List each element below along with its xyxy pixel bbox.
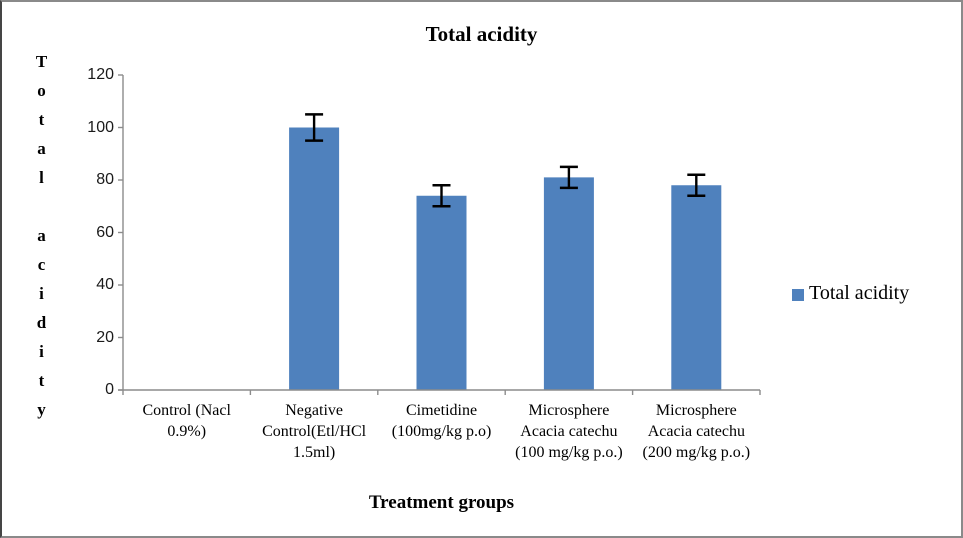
- chart-title: Total acidity: [425, 22, 538, 46]
- x-axis-title: Treatment groups: [368, 492, 515, 513]
- y-tick-label: 80: [96, 171, 114, 188]
- y-tick-label: 60: [96, 223, 114, 241]
- y-axis-title: Total acidity: [32, 52, 51, 429]
- bar: [671, 185, 722, 390]
- legend-label: Total acidity: [809, 282, 910, 304]
- category-label: Control (Nacl 0.9%): [142, 402, 231, 440]
- category-labels: Control (Nacl 0.9%) Negative Control(Etl/…: [123, 400, 760, 463]
- legend: Total acidity: [792, 282, 909, 305]
- bar: [289, 127, 340, 390]
- y-tick-label: 100: [87, 118, 114, 136]
- y-tick-label: 0: [105, 381, 114, 398]
- category-label: Negative Control(Etl/HCl 1.5ml): [262, 402, 367, 461]
- category-label: Cimetidine (100mg/kg p.o): [391, 402, 492, 440]
- category-label: Microsphere Acacia catechu (200 mg/kg p.…: [642, 402, 751, 461]
- bar: [416, 195, 467, 390]
- y-tick-label: 40: [96, 276, 114, 293]
- category-label: Microsphere Acacia catechu (100 mg/kg p.…: [515, 402, 623, 461]
- bar: [543, 177, 594, 390]
- y-tick-label: 120: [87, 66, 114, 83]
- y-tick-label: 20: [96, 328, 114, 346]
- legend-swatch-icon: [792, 289, 804, 301]
